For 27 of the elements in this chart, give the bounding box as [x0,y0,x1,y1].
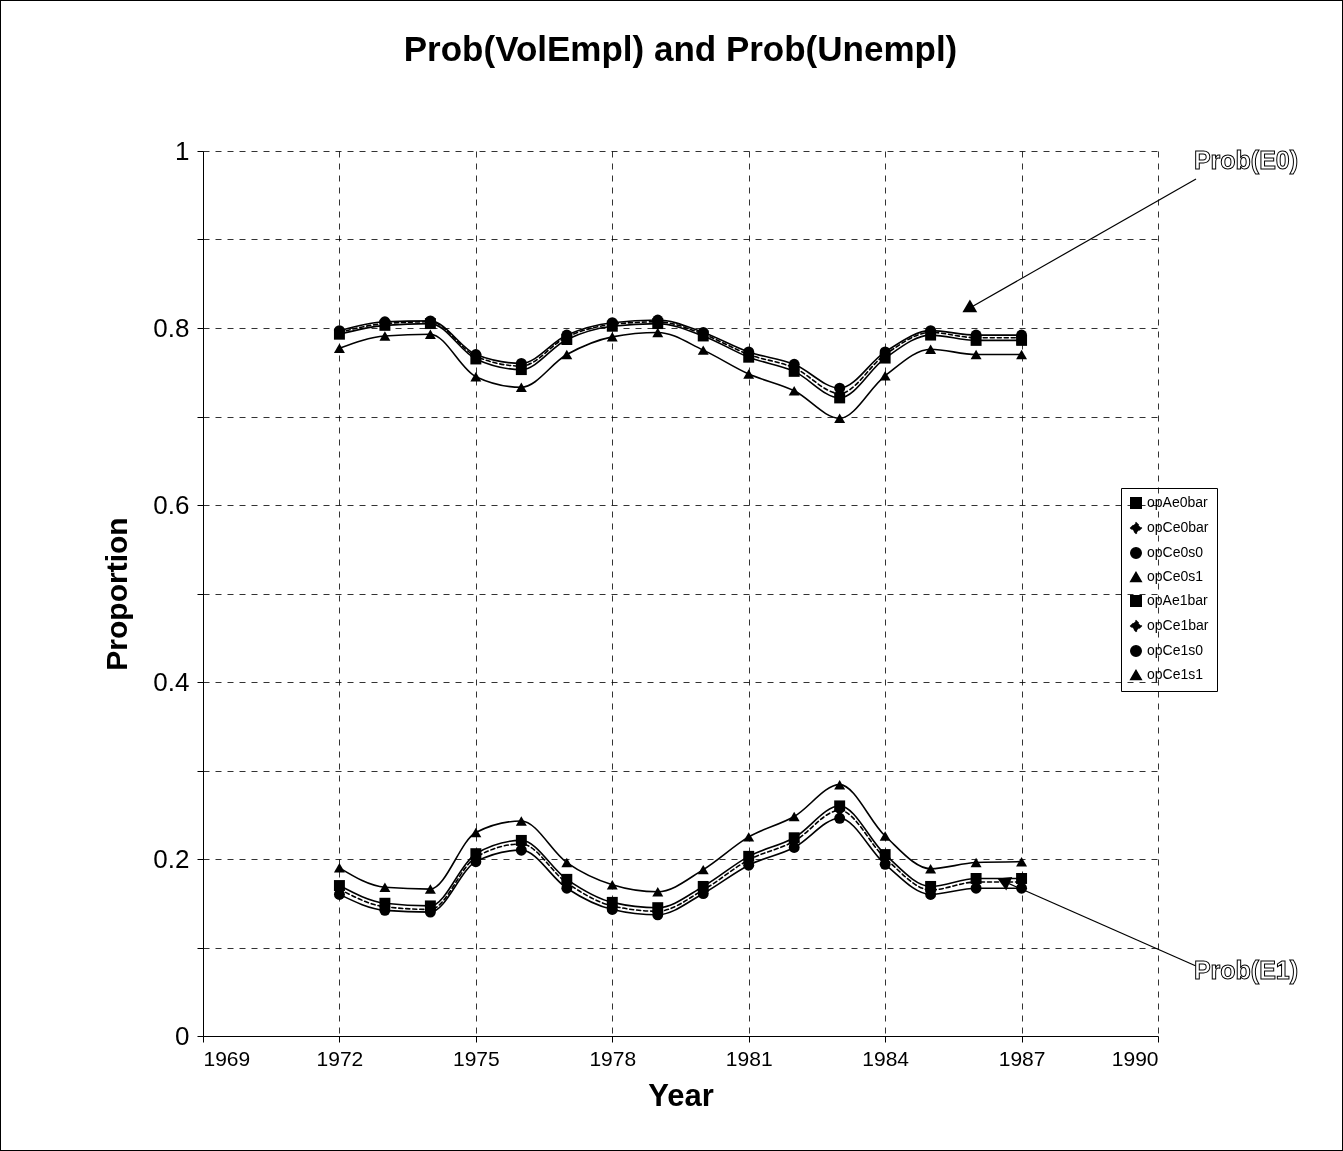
annotation: Prob(E1) [1193,956,1299,984]
y-tick-label: 0.4 [153,666,190,697]
x-tick-label: 1978 [589,1046,637,1070]
y-axis-title: Proportion [100,517,134,671]
y-tick-label: 0 [175,1020,190,1051]
legend-label: opCe0s0 [1147,544,1204,560]
y-tick-label: 1 [175,135,190,166]
x-tick-label: 1975 [453,1046,500,1070]
legend-label: opAe0bar [1147,494,1209,510]
x-tick-label: 1990 [1111,1046,1159,1070]
chart-title: Prob(VolEmpl) and Prob(Unempl) [403,29,958,68]
legend-label: opCe1s1 [1147,666,1204,682]
y-tick-label: 0.2 [153,843,190,874]
x-axis-title: Year [648,1077,714,1113]
legend-label: opAe1bar [1147,592,1209,608]
x-tick-label: 1987 [998,1046,1046,1070]
y-tick-label: 0.6 [153,489,190,520]
x-tick-label: 1984 [862,1046,910,1070]
x-tick-label: 1972 [316,1046,364,1070]
legend-label: opCe1bar [1147,617,1209,633]
text: Prob(E0) [1193,146,1299,174]
x-tick-label: 1981 [725,1046,773,1070]
legend-label: opCe1s0 [1147,642,1204,658]
legend-label: opCe0bar [1147,519,1209,535]
y-tick-label: 0.8 [153,312,190,343]
x-tick-label: 1969 [203,1046,251,1070]
legend-label: opCe0s1 [1147,568,1204,584]
